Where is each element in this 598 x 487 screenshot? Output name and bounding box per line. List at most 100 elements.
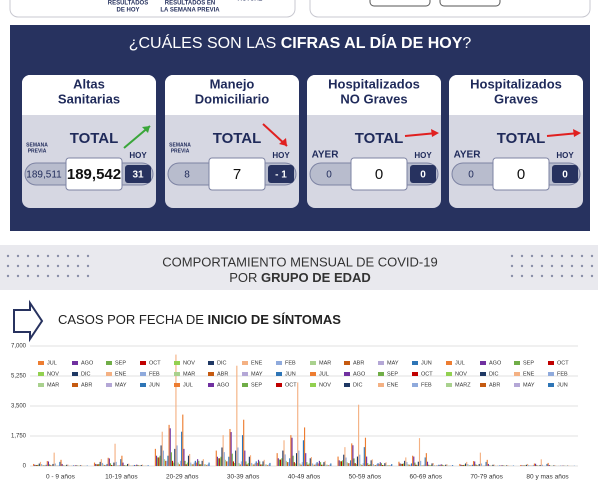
dot: [570, 264, 574, 268]
bar: [277, 458, 279, 466]
legend-label: JUN: [149, 382, 160, 388]
bar: [111, 464, 113, 466]
bar: [471, 464, 473, 466]
bar: [115, 461, 117, 466]
legend-swatch: [344, 383, 350, 387]
dot: [86, 274, 90, 278]
bar: [378, 464, 380, 466]
x-tick-label: 0 - 9 años: [46, 474, 76, 481]
bar: [182, 414, 184, 466]
bar: [291, 437, 293, 466]
bar: [292, 455, 294, 466]
bar: [60, 459, 62, 466]
legend-label: FEB: [149, 371, 160, 377]
bar: [501, 465, 503, 466]
bar: [386, 465, 388, 466]
bar: [187, 455, 190, 466]
bar: [215, 450, 217, 466]
dot: [6, 264, 10, 268]
bar: [262, 461, 264, 466]
bar: [280, 459, 282, 466]
bar: [256, 462, 258, 466]
bar: [540, 459, 542, 466]
dot: [76, 264, 80, 268]
bar: [100, 459, 102, 466]
bar: [428, 464, 430, 466]
bar: [369, 464, 371, 466]
bar: [202, 459, 204, 466]
total-label: TOTAL: [70, 130, 119, 147]
bar: [527, 463, 529, 466]
legend-label: JUN: [285, 371, 296, 377]
bar: [96, 464, 98, 466]
prev-value: 0: [468, 170, 474, 181]
bar: [269, 462, 271, 466]
prev-value: 0: [326, 170, 332, 181]
bar: [59, 461, 61, 466]
bar: [485, 461, 487, 466]
bar: [238, 462, 240, 466]
bar: [157, 457, 159, 466]
legend-label: DIC: [353, 382, 363, 388]
bar: [221, 447, 223, 466]
legend-swatch: [72, 361, 78, 365]
today-box: [410, 165, 436, 183]
legend-swatch: [276, 361, 282, 365]
bar: [121, 455, 123, 466]
bar: [382, 465, 384, 466]
legend-label: AGO: [353, 371, 366, 377]
today-value: - 1: [275, 170, 287, 181]
bar: [192, 464, 194, 466]
bar: [222, 435, 224, 466]
bar: [109, 463, 112, 466]
header-label: RESULTADOS: [108, 1, 148, 7]
total-box: [208, 157, 266, 191]
bar: [488, 465, 491, 466]
bar: [433, 465, 435, 466]
bar: [160, 445, 162, 466]
x-tick-label: 30-39 años: [227, 474, 260, 481]
bar: [338, 460, 340, 466]
bar: [45, 464, 47, 466]
bar: [546, 463, 548, 466]
dot: [6, 274, 10, 278]
bar: [122, 462, 124, 466]
bar: [217, 458, 220, 466]
prev-value: 189,511: [26, 170, 62, 181]
legend-label: DIC: [81, 371, 91, 377]
legend-swatch: [208, 383, 214, 387]
today-label: HOY: [129, 151, 147, 160]
bar: [268, 464, 270, 466]
bar: [308, 463, 310, 466]
bar: [186, 462, 188, 466]
trend-arrow-head: [573, 129, 581, 137]
legend-swatch: [412, 383, 418, 387]
legend-label: NOV: [319, 382, 331, 388]
bar: [183, 448, 185, 466]
bar: [225, 461, 228, 466]
dot: [560, 264, 564, 268]
bar: [475, 464, 477, 466]
bar: [184, 460, 186, 466]
bar: [175, 354, 177, 466]
bar: [61, 463, 63, 466]
bar: [524, 465, 526, 466]
legend-label: SEP: [523, 360, 534, 366]
dot: [46, 254, 50, 258]
bar: [168, 424, 170, 466]
dot: [530, 274, 534, 278]
dot: [580, 254, 584, 258]
bar: [348, 463, 351, 466]
dot: [16, 264, 20, 268]
y-tick-label: 1,750: [11, 434, 27, 440]
total-box: [350, 157, 408, 191]
dot: [560, 254, 564, 258]
bar: [260, 464, 262, 466]
legend-swatch: [208, 361, 214, 365]
bar: [284, 454, 286, 466]
bar: [190, 462, 192, 466]
bar: [390, 465, 392, 466]
legend-label: OCT: [285, 382, 297, 388]
legend-label: DIC: [217, 360, 227, 366]
bar: [344, 447, 346, 466]
